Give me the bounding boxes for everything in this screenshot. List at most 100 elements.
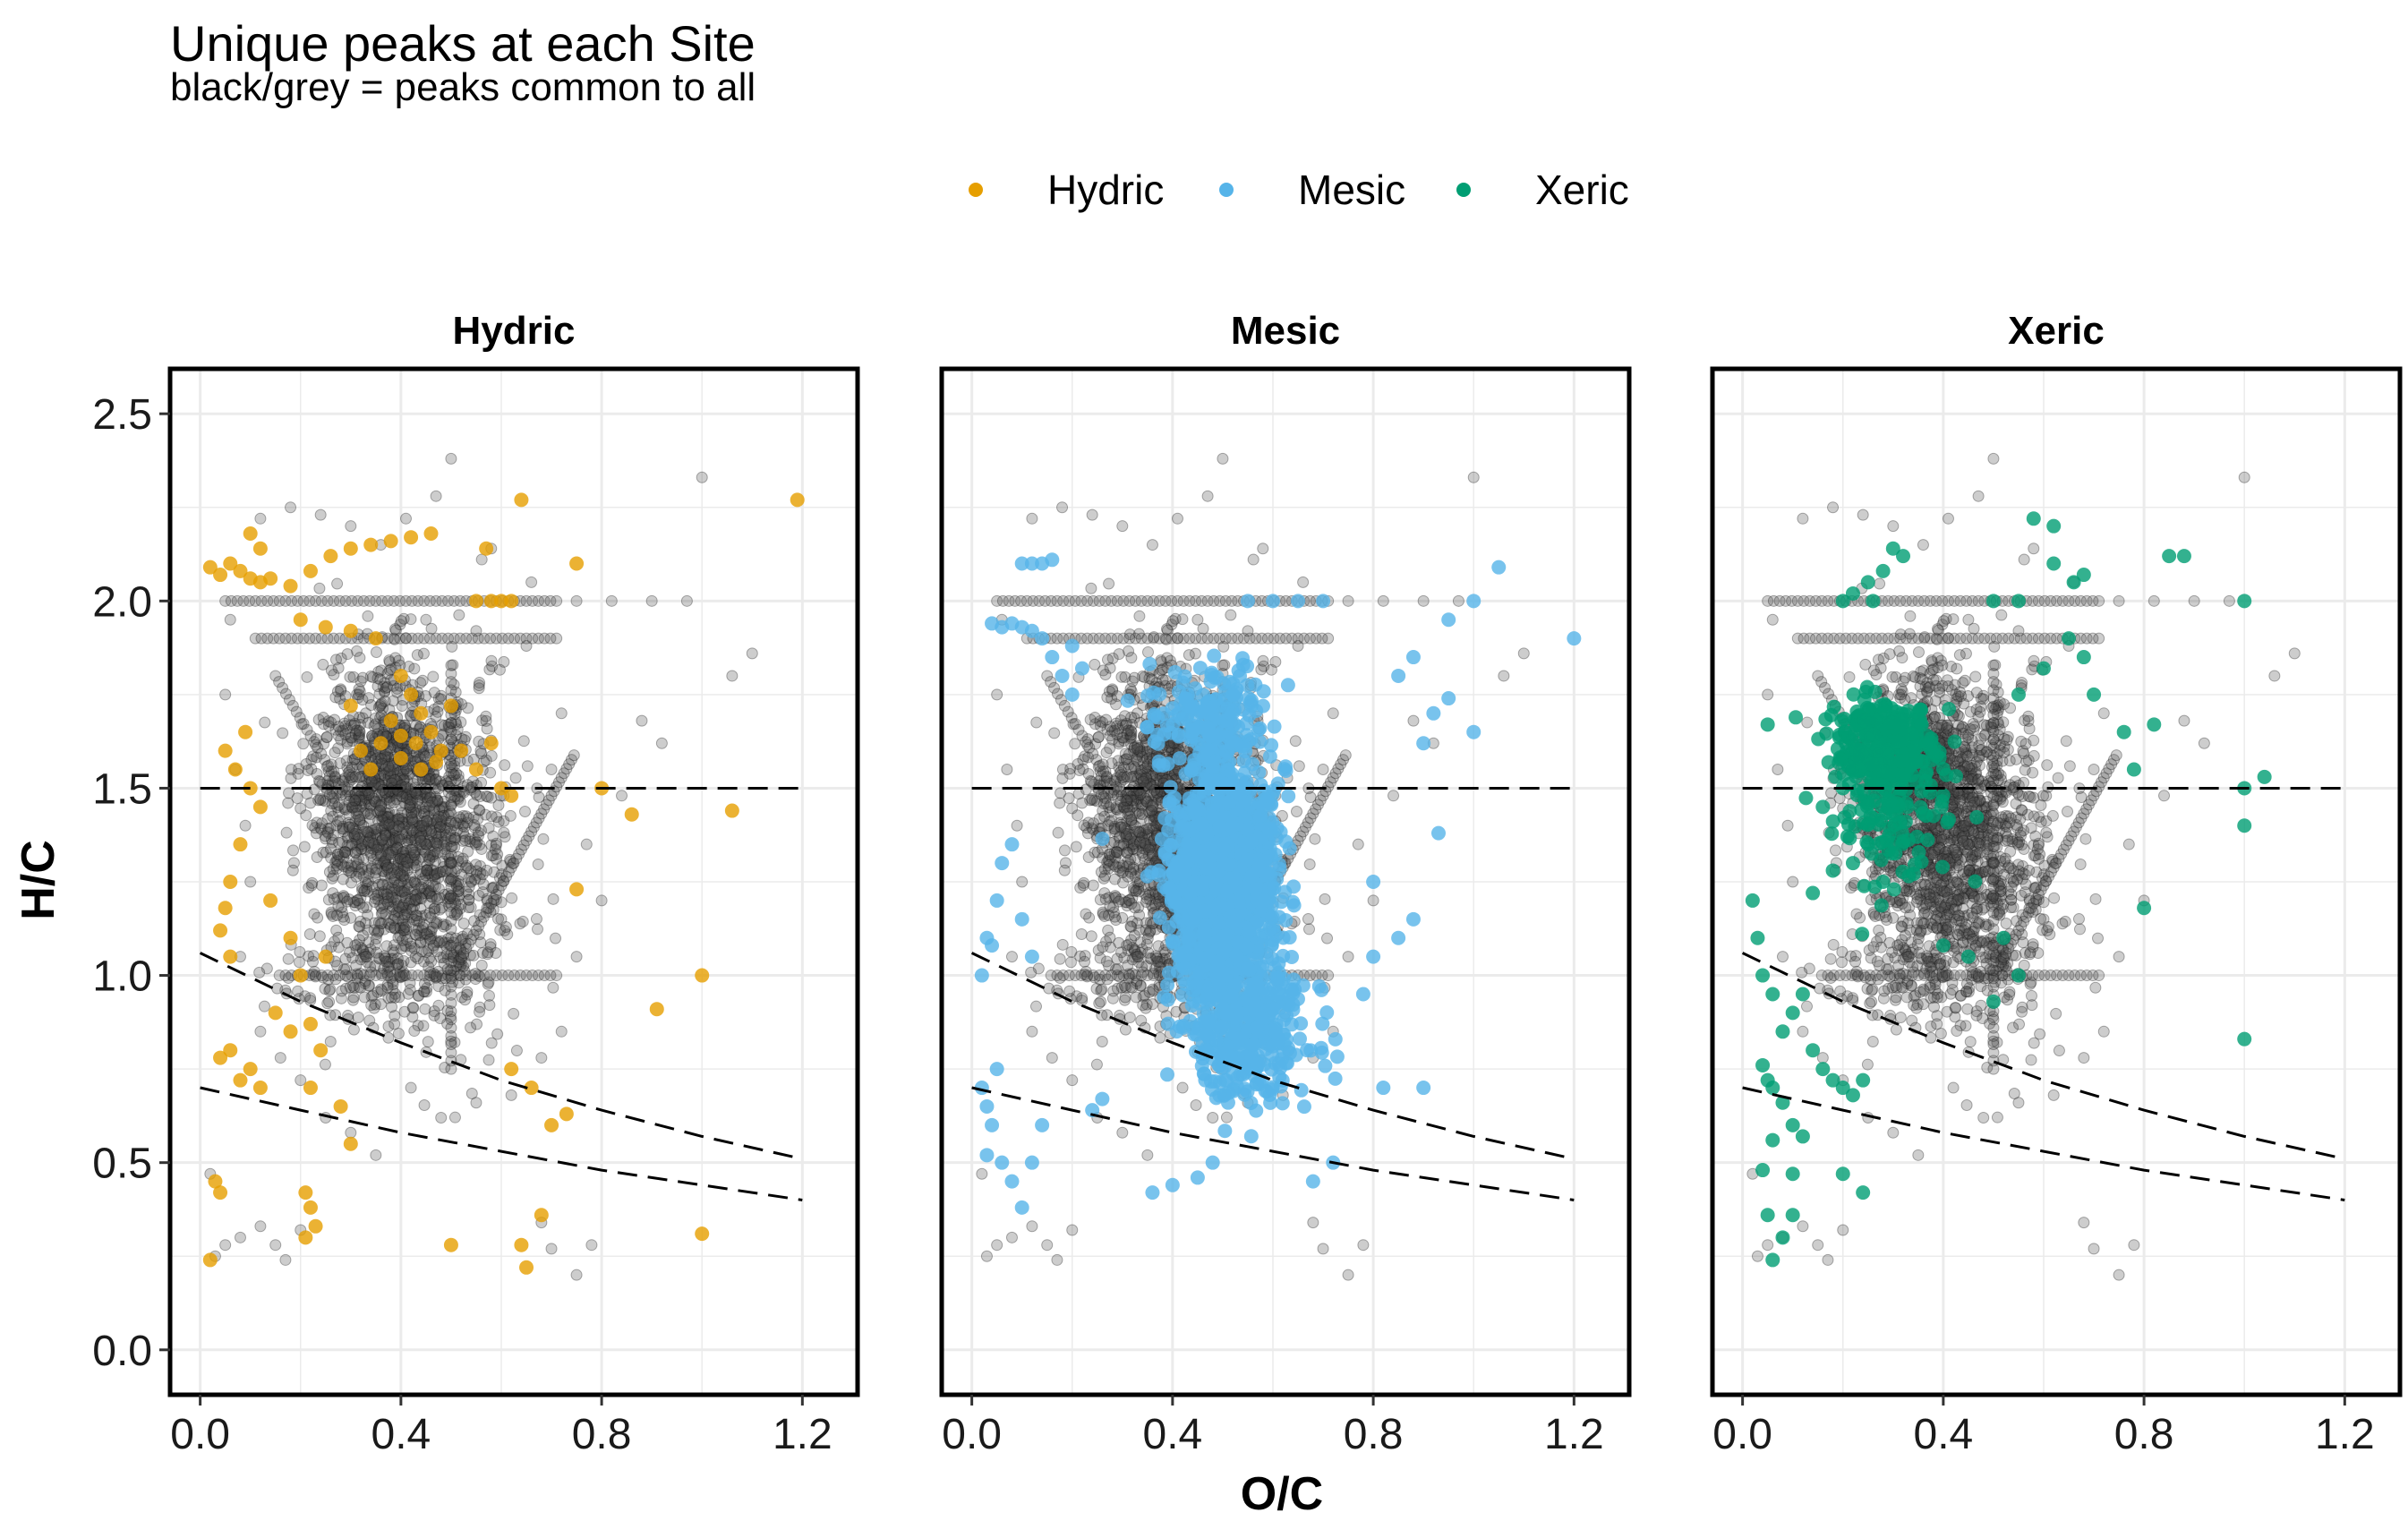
unique-peak-point [303,563,318,578]
common-peak-point [312,713,325,726]
common-peak-point [312,794,325,807]
common-peak-point [1119,991,1131,1004]
common-peak-point [1106,815,1118,827]
unique-peak-point [213,568,228,583]
common-peak-point [1107,985,1120,997]
unique-peak-point [303,1016,318,1031]
common-peak-point [448,755,461,767]
common-peak-point [1322,970,1335,982]
common-peak-point [425,869,438,882]
unique-peak-point [569,882,585,897]
common-peak-point [358,884,371,897]
common-peak-point [1078,876,1090,889]
common-peak-point [341,785,354,798]
common-peak-point [408,876,421,888]
common-peak-point [297,738,310,750]
common-peak-point [280,826,293,839]
common-peak-point [1103,577,1115,590]
common-peak-point [322,893,335,906]
common-peak-point [391,686,404,698]
common-peak-point [382,992,395,1004]
common-peak-point [219,1239,232,1252]
common-peak-point [343,821,355,833]
common-peak-point [341,895,354,908]
unique-peak-point [404,687,419,702]
common-peak-point [570,1269,583,1281]
common-peak-point [991,688,1003,701]
common-peak-point [388,832,400,844]
common-peak-point [1108,873,1121,885]
common-peak-point [428,687,440,699]
common-peak-point [378,888,390,901]
common-peak-point [448,679,460,691]
common-peak-point [1201,490,1214,502]
common-peak-point [462,862,474,875]
common-peak-point [314,776,327,789]
common-peak-point [423,973,436,986]
common-peak-point [372,893,385,906]
common-peak-point [537,833,550,845]
common-peak-point [525,576,538,588]
common-peak-point [465,1021,477,1034]
unique-peak-point [414,705,429,721]
unique-peak-point [354,743,369,758]
common-peak-point [373,778,386,790]
common-peak-point [414,835,427,848]
common-peak-point [1357,1239,1370,1252]
common-peak-point [1080,908,1092,920]
common-peak-point [1054,953,1066,965]
common-peak-point [411,815,423,827]
unique-peak-point [238,724,253,739]
common-peak-point [347,1023,360,1036]
common-peak-point [535,1052,548,1064]
common-peak-point [346,838,358,850]
common-peak-point [1070,841,1082,853]
common-peak-point [432,883,445,895]
common-peak-point [1026,512,1038,525]
unique-peak-point [695,968,710,983]
common-peak-point [1141,646,1154,659]
common-peak-point [403,661,415,673]
common-peak-point [393,901,406,914]
common-peak-point [347,991,360,1004]
unique-peak-point [404,530,419,545]
common-peak-point [532,859,544,871]
common-peak-point [645,594,658,607]
common-peak-point [307,955,320,968]
unique-peak-point [985,1117,1000,1132]
unique-peak-point [223,949,238,964]
unique-peak-point [995,856,1010,871]
common-peak-point [1407,714,1420,727]
common-peak-point [1146,673,1158,686]
common-peak-point [457,918,470,930]
common-peak-point [1051,1253,1063,1266]
unique-peak-point [1240,594,1255,609]
unique-peak-point [373,736,389,751]
common-peak-point [328,765,340,778]
common-peak-point [349,771,362,783]
common-peak-point [1147,998,1159,1011]
common-peak-point [416,674,429,687]
common-peak-point [370,1149,382,1161]
common-peak-point [389,833,401,846]
common-peak-point [324,842,337,855]
common-peak-point [320,833,332,845]
unique-peak-point [1055,668,1070,683]
common-peak-point [1171,512,1183,525]
common-peak-point [1155,664,1167,677]
common-peak-point [386,844,398,857]
common-peak-point [1327,707,1339,720]
common-peak-point [315,879,328,892]
common-peak-point [487,830,500,842]
unique-peak-point [1391,930,1406,945]
common-peak-point [1104,931,1116,944]
common-peak-point [415,820,428,833]
common-peak-point [406,857,419,869]
common-peak-point [1133,610,1146,622]
common-peak-point [1317,1243,1329,1255]
common-peak-point [455,716,467,729]
common-peak-point [499,759,511,772]
common-peak-point [427,849,440,861]
common-peak-point [369,748,381,760]
common-peak-point [1307,1217,1319,1229]
